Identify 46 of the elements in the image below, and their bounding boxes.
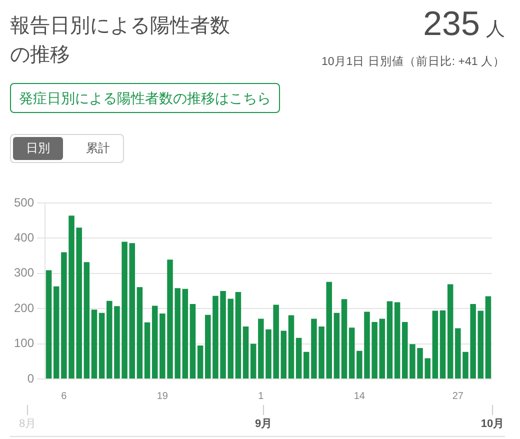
bar (84, 262, 90, 378)
bar (144, 322, 150, 378)
x-tick-label: 19 (156, 390, 168, 402)
bar (53, 286, 60, 378)
bar (235, 292, 242, 378)
bar (341, 299, 348, 378)
bar (152, 306, 158, 378)
bar (334, 312, 340, 378)
y-tick-label: 300 (14, 266, 34, 280)
x-tick-label: 27 (452, 390, 464, 402)
text: 235 人 (423, 5, 505, 43)
bar (136, 287, 143, 378)
chart-title: 報告日別による陽性者数の推移 (10, 14, 231, 68)
bar (478, 310, 484, 378)
x2-tick-label: 9月 (254, 418, 272, 430)
bar (447, 284, 454, 378)
bar (46, 270, 52, 378)
y-tick-label: 200 (14, 300, 34, 315)
bar (182, 288, 188, 378)
text: 10月1日 日別値（前日比: +41 人） (322, 55, 505, 69)
bar (280, 330, 287, 378)
bar (394, 302, 400, 378)
bar (296, 338, 302, 378)
bar (485, 296, 492, 378)
bar (386, 301, 393, 378)
link-button: 発症日別による陽性者数の推移はこちら (10, 83, 280, 113)
x-tick-label: 6 (61, 390, 68, 402)
x2-tick-label: 10月 (480, 418, 504, 430)
bar (197, 346, 204, 378)
bar (250, 344, 256, 378)
bar (242, 326, 249, 378)
x-tick-label: 14 (354, 390, 366, 402)
bar (91, 310, 98, 378)
segmented-control: 日別 累計 (10, 134, 124, 163)
bar (288, 315, 294, 378)
y-tick-label: 500 (14, 195, 34, 210)
bar (348, 328, 355, 378)
y-tick-label: 400 (14, 230, 34, 245)
bar (190, 304, 196, 378)
x-tick-label: 1 (258, 390, 264, 402)
bar (440, 310, 446, 378)
y-tick-label: 100 (14, 336, 34, 350)
y-tick-label: 0 (27, 371, 34, 386)
bar (98, 312, 105, 378)
bar (432, 310, 438, 378)
bar (379, 318, 386, 378)
